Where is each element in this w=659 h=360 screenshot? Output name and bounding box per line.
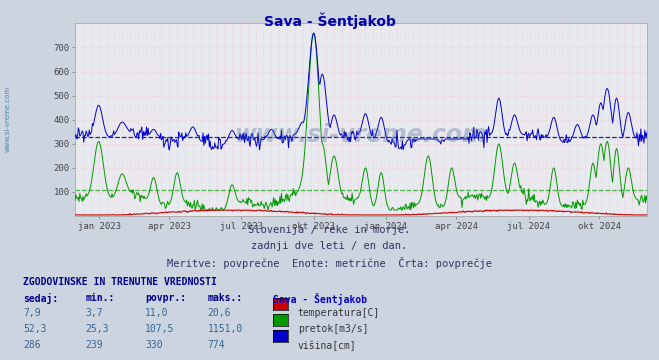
Text: maks.:: maks.: <box>208 293 243 303</box>
Text: 774: 774 <box>208 340 225 350</box>
Text: min.:: min.: <box>86 293 115 303</box>
Text: sedaj:: sedaj: <box>23 293 58 305</box>
Text: www.si-vreme.com: www.si-vreme.com <box>235 123 488 147</box>
Text: Sava - Šentjakob: Sava - Šentjakob <box>273 293 368 305</box>
Text: 20,6: 20,6 <box>208 308 231 318</box>
Text: povpr.:: povpr.: <box>145 293 186 303</box>
Text: 7,9: 7,9 <box>23 308 41 318</box>
Text: 3,7: 3,7 <box>86 308 103 318</box>
Text: Slovenija / reke in morje.: Slovenija / reke in morje. <box>248 225 411 235</box>
Text: temperatura[C]: temperatura[C] <box>298 308 380 318</box>
Text: 239: 239 <box>86 340 103 350</box>
Text: 107,5: 107,5 <box>145 324 175 334</box>
Text: www.si-vreme.com: www.si-vreme.com <box>5 86 11 152</box>
Text: 11,0: 11,0 <box>145 308 169 318</box>
Text: višina[cm]: višina[cm] <box>298 340 357 351</box>
Text: ZGODOVINSKE IN TRENUTNE VREDNOSTI: ZGODOVINSKE IN TRENUTNE VREDNOSTI <box>23 277 217 287</box>
Text: 286: 286 <box>23 340 41 350</box>
Text: 1151,0: 1151,0 <box>208 324 243 334</box>
Text: pretok[m3/s]: pretok[m3/s] <box>298 324 368 334</box>
Text: 25,3: 25,3 <box>86 324 109 334</box>
Text: 330: 330 <box>145 340 163 350</box>
Text: zadnji dve leti / en dan.: zadnji dve leti / en dan. <box>251 241 408 251</box>
Text: Sava - Šentjakob: Sava - Šentjakob <box>264 13 395 29</box>
Text: 52,3: 52,3 <box>23 324 47 334</box>
Text: Meritve: povprečne  Enote: metrične  Črta: povprečje: Meritve: povprečne Enote: metrične Črta:… <box>167 257 492 269</box>
